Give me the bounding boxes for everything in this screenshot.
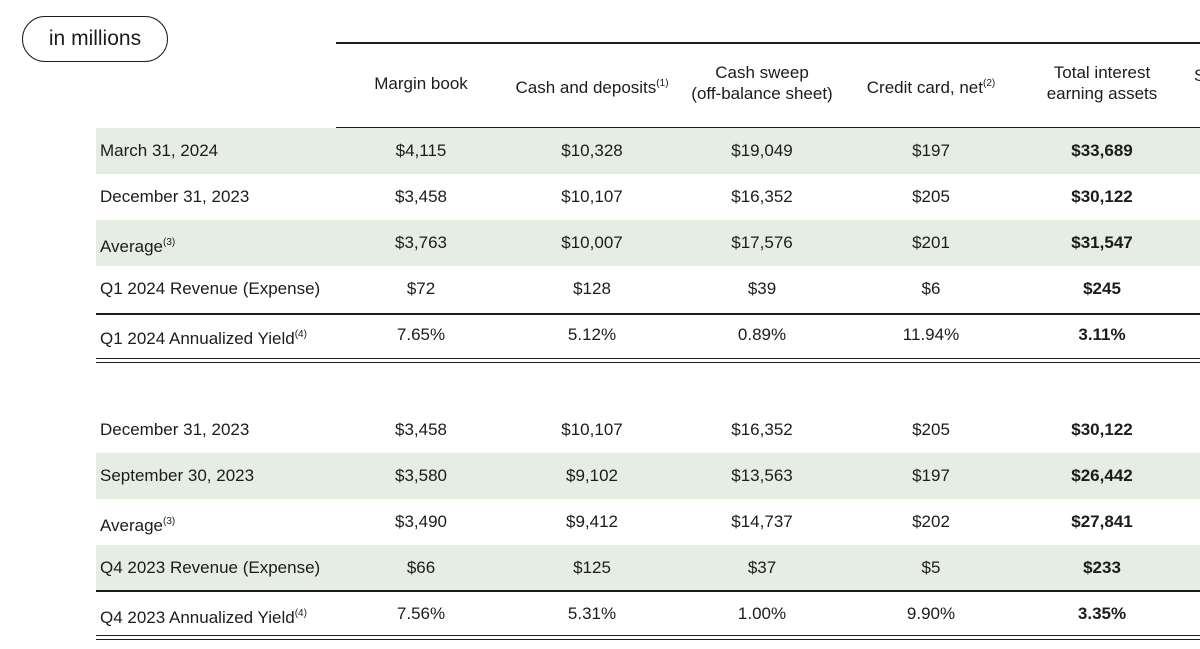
footnote-marker: (4) bbox=[294, 608, 307, 619]
section-double-rule bbox=[96, 635, 1200, 640]
table-cell: $3,458 bbox=[395, 187, 447, 206]
table-cell: $10,107 bbox=[561, 187, 623, 206]
table-row: December 31, 2023 $3,458 $10,107 $16,352 $20… bbox=[96, 407, 1200, 453]
column-header-line: Cash sweep bbox=[715, 63, 809, 82]
table-cell: $197 bbox=[912, 466, 950, 485]
table-cell: $16,352 bbox=[731, 187, 793, 206]
table-cell: 5.31% bbox=[567, 604, 617, 623]
table-cell: $197 bbox=[912, 141, 950, 160]
row-label: December 31, 2023 bbox=[100, 187, 250, 206]
column-header-line: Total interest bbox=[1053, 63, 1151, 82]
yield-rule bbox=[96, 313, 1200, 315]
table-cell: $19,049 bbox=[731, 141, 793, 160]
table-row: December 31, 2023 $3,458 $10,107 $16,352 $20… bbox=[96, 174, 1200, 220]
table-row: Q4 2023 Revenue (Expense) $66 $125 $37 $5 $23… bbox=[96, 545, 1200, 591]
total-cell: $27,841 bbox=[1071, 512, 1133, 531]
table-row: Q1 2024 Revenue (Expense) $72 $128 $39 $6 $24… bbox=[96, 266, 1200, 312]
table-cell: $17,576 bbox=[731, 233, 793, 252]
table-cell: $16,352 bbox=[731, 420, 793, 439]
footnote-marker: (3) bbox=[163, 516, 176, 527]
table-cell: $125 bbox=[573, 558, 611, 577]
table-cell: $3,580 bbox=[395, 466, 447, 485]
row-label: Average(3) bbox=[100, 516, 176, 535]
column-header-line: Cash and deposits bbox=[515, 78, 657, 97]
footnote-marker: (1) bbox=[656, 78, 669, 89]
table-cell: $37 bbox=[747, 558, 777, 577]
row-label: Q4 2023 Revenue (Expense) bbox=[100, 558, 321, 577]
table-row: September 30, 2023 $3,580 $9,102 $13,563 $19… bbox=[96, 453, 1200, 499]
table-cell: 9.90% bbox=[906, 604, 956, 623]
section-double-rule bbox=[96, 358, 1200, 363]
table-cell: $10,007 bbox=[561, 233, 623, 252]
row-label: March 31, 2024 bbox=[100, 141, 219, 160]
total-cell: $31,547 bbox=[1071, 233, 1133, 252]
table-cell: $201 bbox=[912, 233, 950, 252]
footnote-marker: (2) bbox=[983, 78, 996, 89]
table-cell: $3,763 bbox=[395, 233, 447, 252]
table-cell: $39 bbox=[747, 279, 777, 298]
column-header: Cash sweep (off-balance sheet) bbox=[691, 62, 832, 104]
table-cell: $14,737 bbox=[731, 512, 793, 531]
row-label: Q4 2023 Annualized Yield(4) bbox=[100, 608, 307, 627]
column-header-line: earning assets bbox=[1046, 84, 1158, 103]
table-row: Q1 2024 Annualized Yield(4) 7.65% 5.12% 0.8… bbox=[96, 312, 1200, 358]
column-header-line: (off-balance sheet) bbox=[691, 84, 833, 103]
total-cell: $245 bbox=[1083, 279, 1121, 298]
table-cell: $3,490 bbox=[395, 512, 447, 531]
top-rule bbox=[336, 42, 1200, 44]
column-header: Total interest earning assets bbox=[1047, 62, 1158, 104]
table-cell: $10,328 bbox=[561, 141, 623, 160]
row-label: September 30, 2023 bbox=[100, 466, 255, 485]
column-header-line: Credit card, net bbox=[866, 78, 983, 97]
table-cell: $202 bbox=[912, 512, 950, 531]
table-cell: $10,107 bbox=[561, 420, 623, 439]
column-header: Credit card, net(2) bbox=[867, 73, 995, 98]
total-cell: $30,122 bbox=[1071, 187, 1133, 206]
header-rule bbox=[336, 127, 1200, 129]
table-cell: $4,115 bbox=[395, 141, 447, 160]
table-cell: 5.12% bbox=[567, 325, 617, 344]
table-cell: $13,563 bbox=[731, 466, 793, 485]
column-header-line: Margin book bbox=[374, 74, 468, 93]
table-cell: $205 bbox=[912, 187, 950, 206]
total-cell: 3.35% bbox=[1077, 604, 1127, 623]
row-label: Average(3) bbox=[100, 237, 176, 256]
table-cell: 1.00% bbox=[737, 604, 787, 623]
table-cell: $5 bbox=[921, 558, 941, 577]
table-cell: $205 bbox=[912, 420, 950, 439]
table-row: Average(3) $3,763 $10,007 $17,576 $201 $31,54… bbox=[96, 220, 1200, 266]
unit-label: in millions bbox=[22, 16, 168, 62]
table-cell: $66 bbox=[406, 558, 436, 577]
row-label: Q1 2024 Annualized Yield(4) bbox=[100, 329, 307, 348]
table-cell: $9,412 bbox=[566, 512, 618, 531]
total-cell: $30,122 bbox=[1071, 420, 1133, 439]
column-header: Margin book bbox=[374, 73, 468, 94]
table-cell: 0.89% bbox=[737, 325, 787, 344]
column-header: Cash and deposits(1) bbox=[515, 73, 668, 98]
total-cell: $233 bbox=[1083, 558, 1121, 577]
table-row: Average(3) $3,490 $9,412 $14,737 $202 $27,841 bbox=[96, 499, 1200, 545]
total-cell: $26,442 bbox=[1071, 466, 1133, 485]
table-cell: 7.65% bbox=[396, 325, 446, 344]
table-cell: $72 bbox=[406, 279, 436, 298]
table-row: March 31, 2024 $4,115 $10,328 $19,049 $197 $3… bbox=[96, 128, 1200, 174]
table-cell: $9,102 bbox=[566, 466, 618, 485]
cut-off-column-header: S bbox=[1194, 66, 1200, 85]
table-row: Q4 2023 Annualized Yield(4) 7.56% 5.31% 1.0… bbox=[96, 591, 1200, 637]
table-cell: $3,458 bbox=[395, 420, 447, 439]
table-cell: 11.94% bbox=[902, 325, 960, 344]
footnote-marker: (4) bbox=[294, 329, 307, 340]
table-cell: $128 bbox=[573, 279, 611, 298]
row-label: Q1 2024 Revenue (Expense) bbox=[100, 279, 321, 298]
total-cell: 3.11% bbox=[1078, 325, 1126, 344]
table-cell: 7.56% bbox=[396, 604, 446, 623]
row-label: December 31, 2023 bbox=[100, 420, 250, 439]
table-cell: $6 bbox=[921, 279, 941, 298]
footnote-marker: (3) bbox=[163, 237, 176, 248]
yield-rule bbox=[96, 590, 1200, 592]
total-cell: $33,689 bbox=[1071, 141, 1133, 160]
